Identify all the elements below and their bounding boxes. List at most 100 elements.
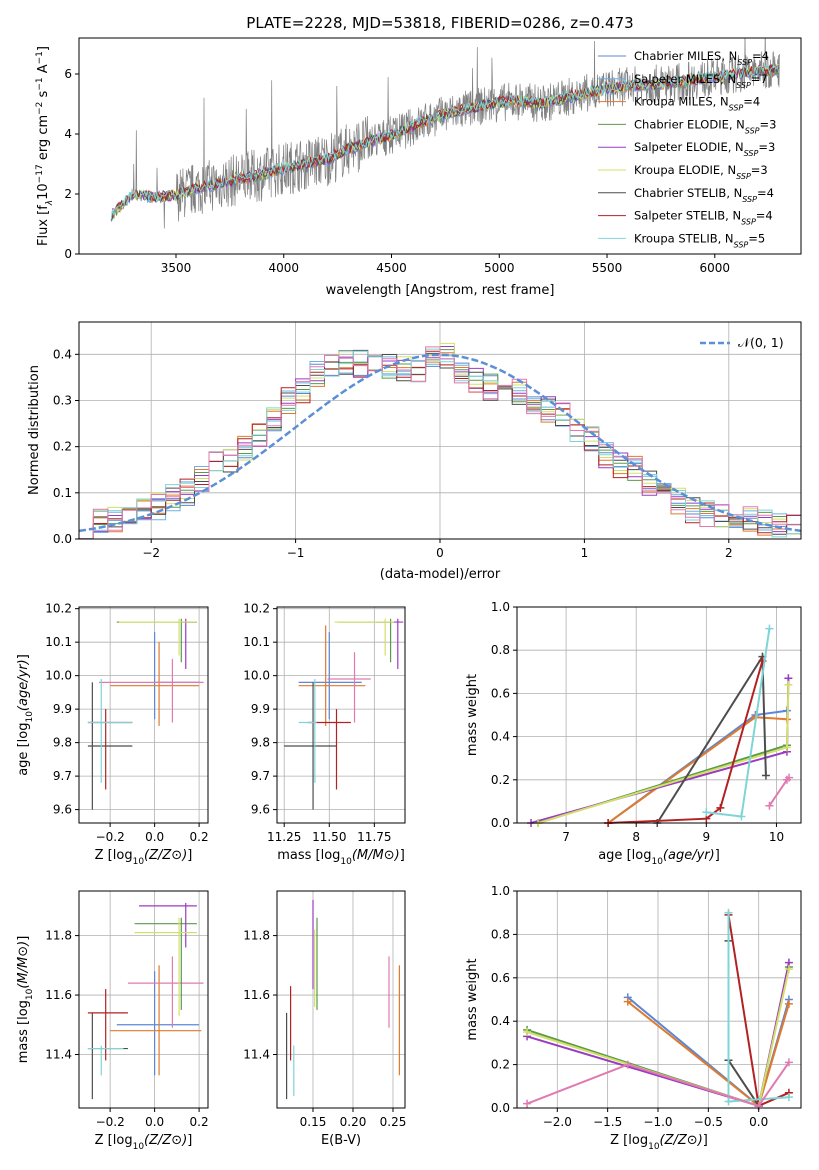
label-text: ] [16,654,31,659]
label-subscript: 10 [25,988,35,1000]
model-spectrum-line [110,64,780,220]
x-axis-label: age [log10(age/yr)] [598,848,720,867]
weight-marker [784,1093,793,1102]
legend-label: Kroupa MILES, NSSP=4 [634,95,760,113]
x-tick-label: 8 [632,830,640,844]
weight-marker [785,773,794,782]
label-text: Flux [f [36,205,51,246]
label-text: −1 [35,77,45,90]
x-axis-label: Z [log10(Z/Z⊙)] [610,1133,708,1152]
legend-subscript: SSP [736,172,751,181]
histogram-axes: −2 −1 0 1 2 0.0 0.1 0.2 0.3 0.4 [53,321,802,560]
z-vs-age-panel: −0.2 0.0 0.29.69.79.89.910.010.110.2Z [log… [16,602,209,867]
label-text: −17 [35,164,45,183]
legend-subscript: SSP [737,58,752,67]
label-subscript: 10 [651,857,663,867]
y-tick-label: 10.2 [243,602,270,616]
y-tick-label: 9.9 [53,702,72,716]
legend-text: =7 [751,72,768,86]
y-tick-label: 0.0 [491,1101,510,1115]
x-tick-label: 0 [436,546,444,560]
legend-label: Kroupa STELIB, NSSP=5 [634,231,765,249]
points [87,902,204,1100]
label-text: −1 [35,51,45,64]
weight-marker [702,808,711,817]
x-tick-label: 10 [769,830,784,844]
label-text: log [113,848,133,863]
y-tick-label: 9.6 [53,803,72,817]
weight-marker [623,997,632,1006]
lines [527,624,794,827]
legend-text: =4 [752,49,769,63]
y-tick-label: 0.8 [491,643,510,657]
y-tick-label: 9.7 [251,769,270,783]
label-text: log [321,848,341,863]
y-tick-label: 11.4 [45,1047,72,1061]
axes: 11.25 11.50 11.75 9.6 9.7 9.8 9.9 10.0 10.1 10.2 [243,602,406,844]
axes: −2.0 −1.5 −1.0 −0.5 0.0 0.0 0.2 0.4 0.6 0.8 1.0 [491,884,802,1129]
gaussian-curve [79,353,801,533]
y-axis-label: mass [log10(M/M⊙)] [16,936,35,1064]
weight-marker [623,1060,632,1069]
legend-label: Salpeter ELODIE, NSSP=3 [634,140,775,158]
label-text: ] [400,848,405,863]
legend-text: Salpeter STELIB, N [634,209,741,223]
label-text: (age/yr) [663,848,715,863]
legend-text: =5 [748,231,765,245]
label-text: ] [36,46,51,51]
weight-marker [765,801,774,810]
legend-text: =4 [757,186,774,200]
label-text: (M/M⊙) [16,941,31,989]
legend-subscript: SSP [741,217,756,226]
label-text: ] [187,848,192,863]
y-tick-label: 10.1 [45,635,72,649]
x-tick-label: 0.2 [190,830,209,844]
plot-frame [276,606,406,824]
x-tick-label: −0.5 [694,1115,723,1129]
y-tick-label: 0.2 [53,440,72,454]
legend-subscript: SSP [744,149,759,158]
weight-marker [784,965,793,974]
lines [523,908,793,1110]
x-tick-label: 0.15 [300,1115,327,1129]
x-tick-label: 1 [581,546,589,560]
y-tick-label: 0.6 [491,971,510,985]
y-tick-label: 11.8 [45,929,72,943]
legend-text: Kroupa MILES, N [634,95,729,109]
label-text: mass weight [465,958,480,1040]
x-tick-label: 3500 [161,261,192,275]
plot-frame [516,606,802,824]
legend-label: Chabrier ELODIE, NSSP=3 [634,117,776,135]
x-tick-label: 0.20 [340,1115,367,1129]
weight-marker [784,1058,793,1067]
label-text: s [36,90,51,101]
label-text: erg cm [36,115,51,164]
legend-text: Chabrier ELODIE, N [634,117,745,131]
x-tick-label: 0.0 [145,830,164,844]
label-text: (age/yr) [16,659,31,711]
x-tick-label: 7 [562,830,570,844]
y-tick-label: 11.8 [243,929,270,943]
label-text: (Z/Z⊙) [144,848,187,863]
axes: 0.15 0.20 0.25 11.4 11.6 11.8 [243,890,406,1129]
x-tick-label: 2 [725,546,733,560]
label-text: mass [ [16,1020,31,1063]
weight-marker [765,624,774,633]
label-text: −2 [35,102,45,115]
histogram-y-label: Normed distribution [27,365,42,495]
y-tick-label: 0.4 [53,347,72,361]
y-axis-label: age [log10(age/yr)] [16,654,35,776]
weight-marker [523,1099,532,1108]
y-tick-label: 9.8 [251,736,270,750]
y-tick-label: 9.9 [251,702,270,716]
y-tick-label: 2 [64,187,72,201]
x-tick-label: −0.2 [96,1115,125,1129]
y-axis-label: mass weight [465,958,480,1040]
label-text: Z [ [95,848,113,863]
legend-text: Chabrier STELIB, N [634,186,742,200]
legend-text: Salpeter MILES, N [634,72,736,86]
x-tick-label: 0.0 [749,1115,768,1129]
label-text: age [ [16,742,31,775]
